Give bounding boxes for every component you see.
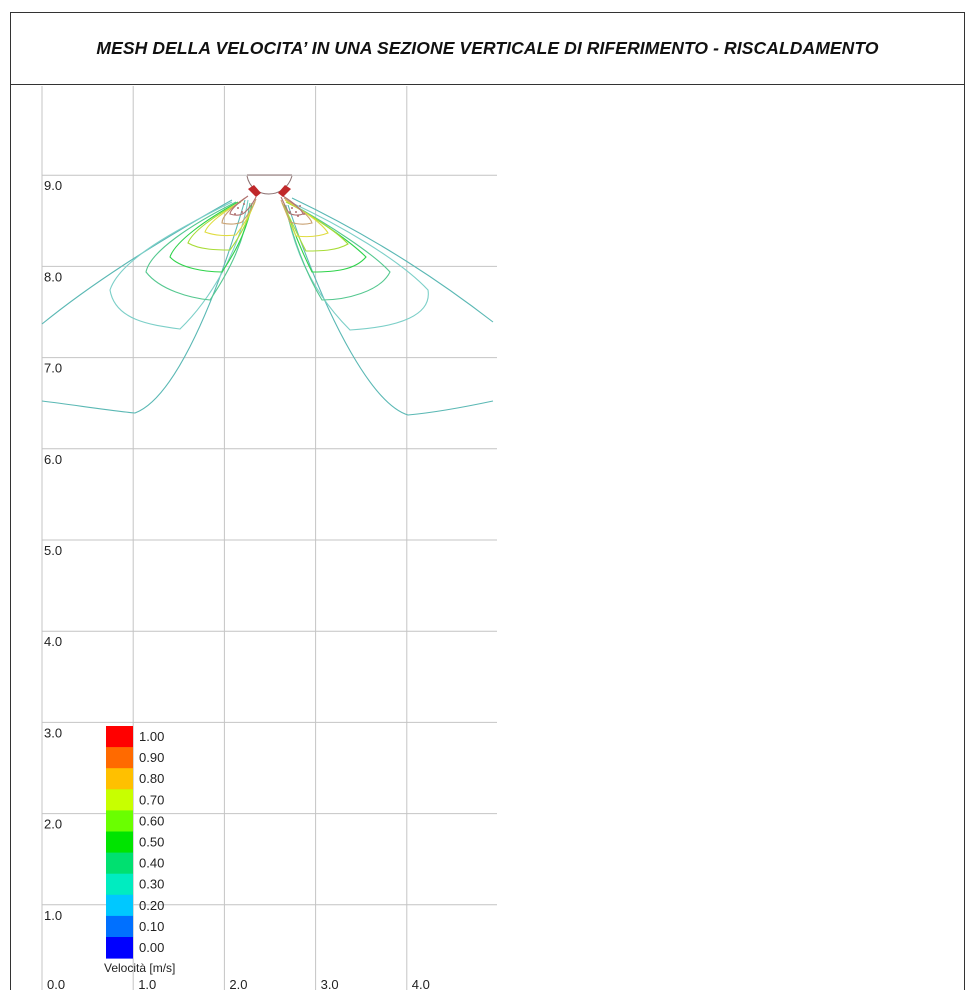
contour-dot [297, 215, 299, 217]
legend-swatch [106, 768, 133, 790]
contour-lower-right [287, 204, 494, 416]
legend-label: 0.70 [139, 792, 164, 807]
contour-outer-right [291, 197, 494, 323]
x-tick-label: 0.0 [47, 977, 65, 990]
contour-lower-left [41, 199, 246, 414]
contour-dot [237, 207, 239, 209]
contour-dot [241, 211, 243, 213]
y-tick-label: 7.0 [44, 361, 62, 376]
legend-label: 0.30 [139, 877, 164, 892]
legend-swatch [106, 747, 133, 769]
contour-band-06-right [282, 201, 349, 252]
legend-swatch [106, 726, 133, 748]
legend-swatch [106, 810, 133, 832]
y-tick-label: 8.0 [44, 269, 62, 284]
x-tick-label: 4.0 [412, 977, 430, 990]
figure-frame: MESH DELLA VELOCITA’ IN UNA SEZIONE VERT… [10, 12, 965, 990]
legend: 1.00 0.90 0.80 0.70 0.60 0.50 0.40 0.30 0.20 0.10… [104, 726, 175, 975]
legend-label: 0.90 [139, 750, 164, 765]
contour-band-09-right [280, 195, 304, 216]
legend-title: Velocità [m/s] [104, 961, 175, 975]
nozzle-right [278, 185, 291, 197]
legend-swatch [106, 831, 133, 854]
y-tick-label: 5.0 [44, 543, 62, 558]
y-tick-label: 2.0 [44, 817, 62, 832]
y-tick-label: 1.0 [44, 908, 62, 923]
y-tick-label: 4.0 [44, 634, 62, 649]
contour-band-06-left [187, 201, 255, 251]
nozzle-left [248, 185, 261, 197]
contour-band-04-right [284, 201, 391, 301]
air-diffuser [246, 174, 293, 197]
grid [41, 86, 497, 990]
contour-dot [295, 211, 297, 213]
x-tick-label: 1.0 [138, 977, 156, 990]
contour-band-05-left [169, 201, 253, 273]
legend-label: 0.80 [139, 771, 164, 786]
contour-band-08-left [221, 197, 257, 225]
legend-swatch [106, 937, 133, 959]
legend-label: 0.10 [139, 919, 164, 934]
legend-label: 0.50 [139, 835, 164, 850]
x-tick-label: 2.0 [229, 977, 247, 990]
legend-label: 0.20 [139, 898, 164, 913]
legend-label: 0.60 [139, 813, 164, 828]
x-tick-label: 3.0 [321, 977, 339, 990]
contour-band-07-left [204, 199, 256, 237]
contour-outer-left [41, 199, 233, 325]
contour-dot [289, 211, 291, 213]
contour-dot [299, 205, 301, 207]
legend-swatch [106, 789, 133, 811]
figure-title: MESH DELLA VELOCITA’ IN UNA SEZIONE VERT… [96, 38, 879, 58]
velocity-contours [41, 195, 494, 416]
contour-dot [291, 207, 293, 209]
title-bar: MESH DELLA VELOCITA’ IN UNA SEZIONE VERT… [11, 13, 964, 85]
legend-swatch [106, 873, 133, 896]
diffuser-outline [246, 175, 293, 195]
y-tick-label: 6.0 [44, 452, 62, 467]
legend-label: 0.00 [139, 940, 164, 955]
contour-dot [243, 203, 245, 205]
tick-labels: 0.01.02.03.04.05.06.07.08.09.00.01.02.03… [44, 178, 430, 990]
legend-swatch [106, 915, 133, 938]
legend-swatch [106, 852, 133, 875]
contour-dot [303, 213, 305, 215]
contour-band-04-left [145, 201, 251, 301]
contour-dot [234, 213, 236, 215]
legend-label: 1.00 [139, 729, 164, 744]
y-tick-label: 3.0 [44, 725, 62, 740]
contour-band-08-right [280, 197, 313, 225]
contour-band-09-left [229, 195, 257, 216]
legend-label: 0.40 [139, 856, 164, 871]
legend-swatch [106, 894, 133, 917]
y-tick-label: 9.0 [44, 178, 62, 193]
